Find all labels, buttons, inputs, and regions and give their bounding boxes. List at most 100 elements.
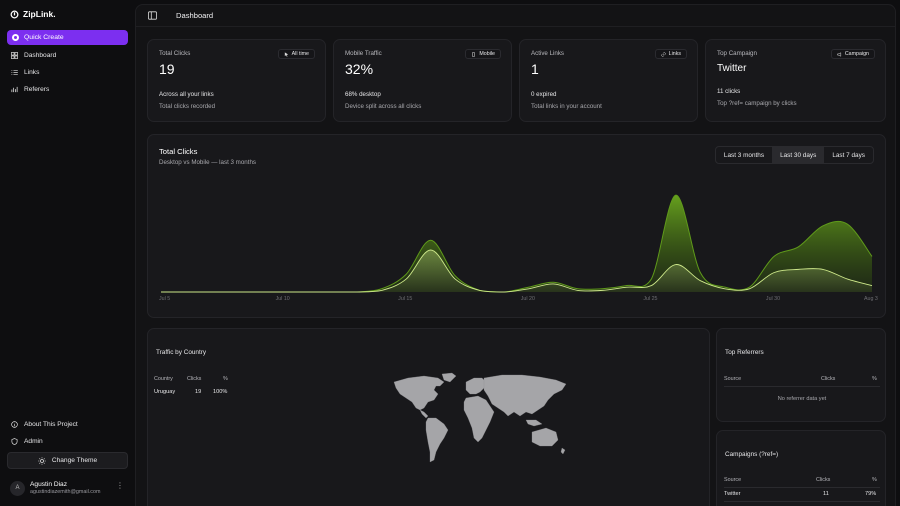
divider <box>724 487 880 488</box>
change-theme-button[interactable]: Change Theme <box>7 452 128 469</box>
range-option-7-days[interactable]: Last 7 days <box>832 151 865 159</box>
stat-value: 1 <box>531 61 539 77</box>
avatar: A <box>10 480 25 496</box>
shield-icon <box>11 438 18 445</box>
stat-description: Device split across all clicks <box>345 103 422 110</box>
clicks-area-chart <box>161 194 873 293</box>
percent-cell: 100% <box>213 389 228 395</box>
percent-cell: 79% <box>865 491 877 497</box>
panel-title: Campaigns (?ref=) <box>725 451 779 458</box>
stat-subtitle: 68% desktop <box>345 91 381 98</box>
empty-state: No referrer data yet <box>777 396 827 402</box>
megaphone-icon <box>837 51 841 57</box>
quick-create-label: Quick Create <box>24 34 64 41</box>
sidebar-item-label: Dashboard <box>24 52 57 59</box>
page-title: Dashboard <box>176 11 214 20</box>
stat-value: 19 <box>159 61 175 77</box>
main-content: Dashboard Total Clicks All time 19 Acros… <box>135 4 896 506</box>
x-tick-label: Jul 25 <box>643 296 658 302</box>
top-referrers-card: Top Referrers Source Clicks % No referre… <box>716 328 886 422</box>
stat-label: Mobile Traffic <box>345 50 382 57</box>
panel-title: Traffic by Country <box>156 349 207 356</box>
sidebar-item-dashboard[interactable]: Dashboard <box>7 48 128 63</box>
sun-icon <box>38 456 46 465</box>
sidebar-item-admin[interactable]: Admin <box>7 434 128 449</box>
column-header: Country <box>154 376 173 382</box>
stat-card-active-links: Active Links Links 1 0 expired Total lin… <box>519 39 698 122</box>
chart-title: Total Clicks <box>159 147 198 156</box>
dashboard-icon <box>11 52 18 59</box>
sidebar-toggle-icon[interactable] <box>148 11 157 20</box>
more-vertical-icon[interactable]: ⋮ <box>116 481 124 490</box>
logo-icon <box>10 10 19 18</box>
sidebar: ZipLink. Quick Create Dashboard Links Re… <box>0 0 135 506</box>
column-header: Source <box>724 376 742 382</box>
campaigns-card: Campaigns (?ref=) Source Clicks % Twitte… <box>716 430 886 506</box>
sidebar-item-referers[interactable]: Referers <box>7 82 128 97</box>
stat-subtitle: 11 clicks <box>717 88 741 95</box>
stat-subtitle: 0 expired <box>531 91 557 98</box>
x-tick-label: Jul 30 <box>765 296 781 302</box>
stat-label: Top Campaign <box>717 50 757 57</box>
stat-label: Active Links <box>531 50 565 57</box>
range-selector: Last 3 months Last 30 days Last 7 days <box>714 146 874 164</box>
column-header: Source <box>724 477 742 483</box>
x-tick-label: Aug 3 <box>864 296 878 302</box>
stat-label: Total Clicks <box>159 50 191 57</box>
x-tick-label: Jul 15 <box>398 296 413 302</box>
column-header: % <box>872 376 877 382</box>
info-icon <box>11 421 18 428</box>
sidebar-item-about[interactable]: About This Project <box>7 417 128 432</box>
stat-badge: All time <box>277 49 315 59</box>
column-header: Clicks <box>821 376 836 382</box>
column-header: Clicks <box>816 477 831 483</box>
cursor-icon <box>284 51 288 57</box>
x-tick-label: Jul 20 <box>520 296 535 302</box>
clicks-cell: 11 <box>823 491 829 497</box>
brand-name: ZipLink. <box>23 9 56 19</box>
divider <box>724 501 880 502</box>
column-header: % <box>872 477 877 483</box>
stat-value: 32% <box>345 61 374 77</box>
sidebar-item-label: Links <box>24 69 40 76</box>
link-icon <box>660 51 666 57</box>
column-header: Clicks <box>187 376 202 382</box>
stat-description: Top ?ref= campaign by clicks <box>717 100 797 107</box>
source-cell: Twitter <box>724 491 741 497</box>
stat-card-mobile-traffic: Mobile Traffic Mobile 32% 68% desktop De… <box>333 39 512 122</box>
range-option-30-days[interactable]: Last 30 days <box>772 147 825 163</box>
sidebar-item-label: About This Project <box>24 421 78 428</box>
stat-subtitle: Across all your links <box>159 91 214 98</box>
stat-badge: Campaign <box>830 49 875 59</box>
column-header: % <box>223 376 228 382</box>
change-theme-label: Change Theme <box>51 457 98 464</box>
quick-create-button[interactable]: Quick Create <box>7 30 128 45</box>
world-map[interactable] <box>390 372 570 467</box>
user-name: Agustin Diaz <box>30 481 68 488</box>
series-area-2 <box>161 250 872 292</box>
series-area-1 <box>161 195 872 292</box>
range-option-3-months[interactable]: Last 3 months <box>723 151 765 159</box>
user-email: agustindiazemith@gmail.com <box>30 489 101 495</box>
topbar: Dashboard <box>136 5 895 27</box>
user-menu[interactable]: A Agustin Diaz agustindiazemith@gmail.co… <box>10 479 130 497</box>
panel-title: Top Referrers <box>725 349 764 356</box>
divider <box>724 386 880 387</box>
stat-card-total-clicks: Total Clicks All time 19 Across all your… <box>147 39 326 122</box>
clicks-chart-card: Total Clicks Desktop vs Mobile — last 3 … <box>147 134 886 318</box>
traffic-by-country-card: Traffic by Country Country Clicks % Urug… <box>147 328 710 506</box>
plus-circle-icon <box>12 34 19 41</box>
list-icon <box>11 69 18 76</box>
bar-chart-icon <box>11 86 18 93</box>
stat-description: Total links in your account <box>531 103 602 110</box>
chart-subtitle: Desktop vs Mobile — last 3 months <box>159 159 256 166</box>
country-cell: Uruguay <box>154 389 176 395</box>
sidebar-item-links[interactable]: Links <box>7 65 128 80</box>
stat-badge: Mobile <box>465 49 501 59</box>
phone-icon <box>472 51 476 57</box>
stat-value: Twitter <box>717 63 747 74</box>
stat-description: Total clicks recorded <box>159 103 216 110</box>
brand[interactable]: ZipLink. <box>10 9 56 19</box>
series-line-2[interactable] <box>161 249 873 293</box>
stat-badge: Links <box>654 49 687 59</box>
